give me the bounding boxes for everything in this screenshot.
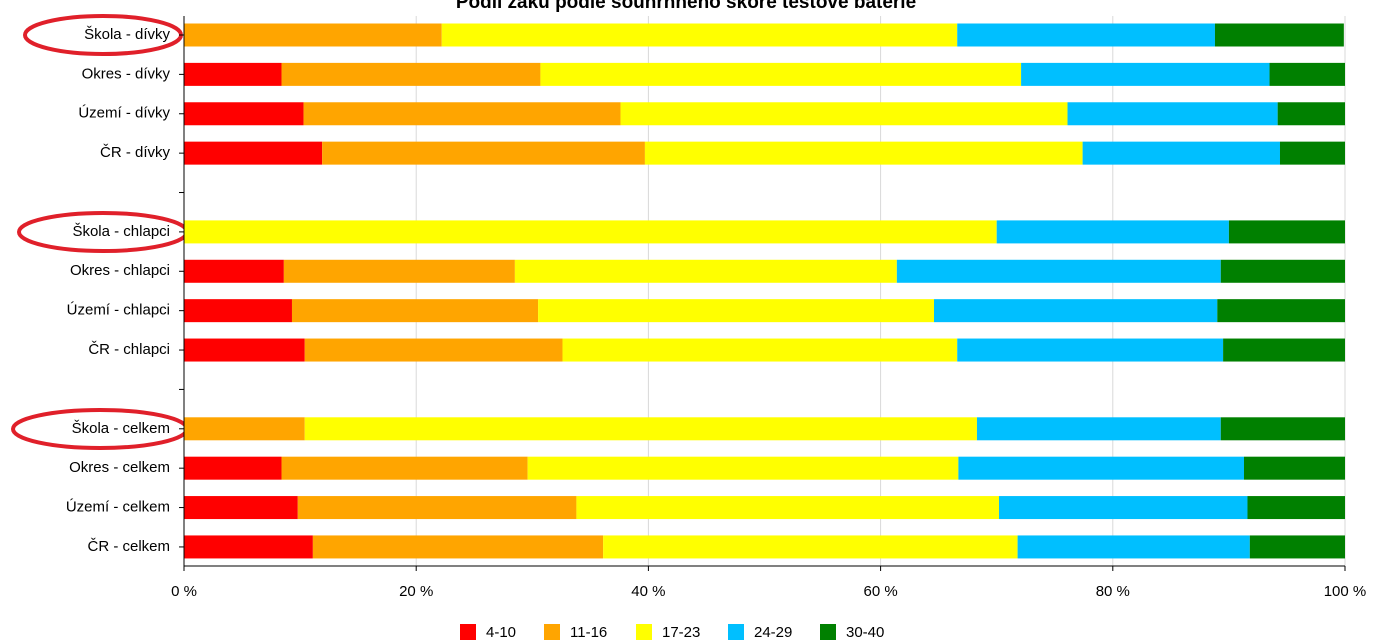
x-tick-label: 20 % (399, 583, 433, 600)
bar-segment (1220, 417, 1345, 441)
bar-segment (1243, 456, 1345, 480)
bar-segment (184, 417, 305, 441)
bar-segment (1249, 535, 1345, 559)
bar-segment (291, 299, 539, 323)
bar-segment (184, 338, 305, 362)
bar-segment (538, 299, 935, 323)
bar-segment (303, 102, 621, 126)
x-tick-label: 40 % (631, 583, 665, 600)
bar-segment (312, 535, 604, 559)
bar-segment (958, 456, 1244, 480)
bar-segment (1223, 338, 1345, 362)
bar-segment (562, 338, 958, 362)
bar-segment (1067, 102, 1278, 126)
y-tick-label: Škola - dívky (84, 26, 170, 43)
bar-segment (1269, 62, 1345, 86)
bar-segment (576, 496, 1000, 520)
y-tick-label: Škola - celkem (72, 420, 170, 437)
bar-segment (1217, 299, 1345, 323)
bar-segment (184, 102, 304, 126)
y-tick-label: Škola - chlapci (72, 223, 170, 240)
chart-title: Podíl žáků podle souhrnného skóre testov… (456, 0, 916, 13)
bar-segment (184, 141, 323, 165)
bar-segment (1220, 259, 1345, 283)
x-tick-label: 100 % (1324, 583, 1367, 600)
bar-segment (957, 338, 1224, 362)
bar-segment (1017, 535, 1250, 559)
bar-segment (184, 62, 282, 86)
bar-segment (281, 62, 541, 86)
x-tick-label: 80 % (1096, 583, 1130, 600)
legend-label: 30-40 (846, 624, 884, 641)
bar-segment (1279, 141, 1345, 165)
bar-segment (184, 220, 997, 244)
bar-segment (1228, 220, 1345, 244)
bar-segment (540, 62, 1022, 86)
bar-segment (1082, 141, 1280, 165)
bar-segment (527, 456, 959, 480)
bar-segment (322, 141, 645, 165)
bar-segment (644, 141, 1083, 165)
bar-segment (999, 496, 1248, 520)
plot (179, 16, 1346, 571)
y-tick-label: ČR - chlapci (88, 341, 170, 358)
y-tick-label: ČR - dívky (100, 144, 171, 161)
y-tick-label: Okres - dívky (82, 65, 171, 82)
bar-segment (184, 496, 298, 520)
y-tick-label: Území - celkem (66, 499, 170, 516)
y-tick-label: Území - chlapci (67, 302, 170, 319)
bar-segment (184, 456, 282, 480)
bar-segment (297, 496, 577, 520)
y-tick-label: Okres - celkem (69, 459, 170, 476)
legend-label: 4-10 (486, 624, 516, 641)
legend-swatch (460, 624, 476, 640)
bar-segment (957, 23, 1215, 47)
y-tick-label: Území - dívky (78, 105, 170, 122)
bar-segment (304, 338, 563, 362)
bar-segment (896, 259, 1221, 283)
legend: 4-10 11-16 17-23 24-29 30-40 (460, 624, 884, 641)
bar-segment (441, 23, 958, 47)
x-tick-label: 60 % (863, 583, 897, 600)
bar-segment (1277, 102, 1345, 126)
bar-segment (184, 23, 442, 47)
bar-segment (283, 259, 515, 283)
bar-segment (1021, 62, 1270, 86)
bar-segment (1214, 23, 1344, 47)
x-tick-label: 0 % (171, 583, 197, 600)
legend-swatch (544, 624, 560, 640)
bar-segment (976, 417, 1221, 441)
bar-segment (184, 535, 313, 559)
bar-segment (934, 299, 1218, 323)
legend-label: 11-16 (570, 624, 607, 641)
legend-swatch (636, 624, 652, 640)
legend-label: 17-23 (662, 624, 700, 641)
y-tick-label: ČR - celkem (87, 538, 170, 555)
bar-segment (603, 535, 1018, 559)
y-tick-label: Okres - chlapci (70, 262, 170, 279)
bar-segment (184, 299, 292, 323)
legend-swatch (820, 624, 836, 640)
legend-swatch (728, 624, 744, 640)
bar-segment (184, 259, 284, 283)
bar-segment (304, 417, 977, 441)
bar-segment (514, 259, 897, 283)
legend-label: 24-29 (754, 624, 792, 641)
bar-segment (1247, 496, 1345, 520)
bar-segment (281, 456, 528, 480)
bar-segment (620, 102, 1068, 126)
bar-segment (996, 220, 1229, 244)
